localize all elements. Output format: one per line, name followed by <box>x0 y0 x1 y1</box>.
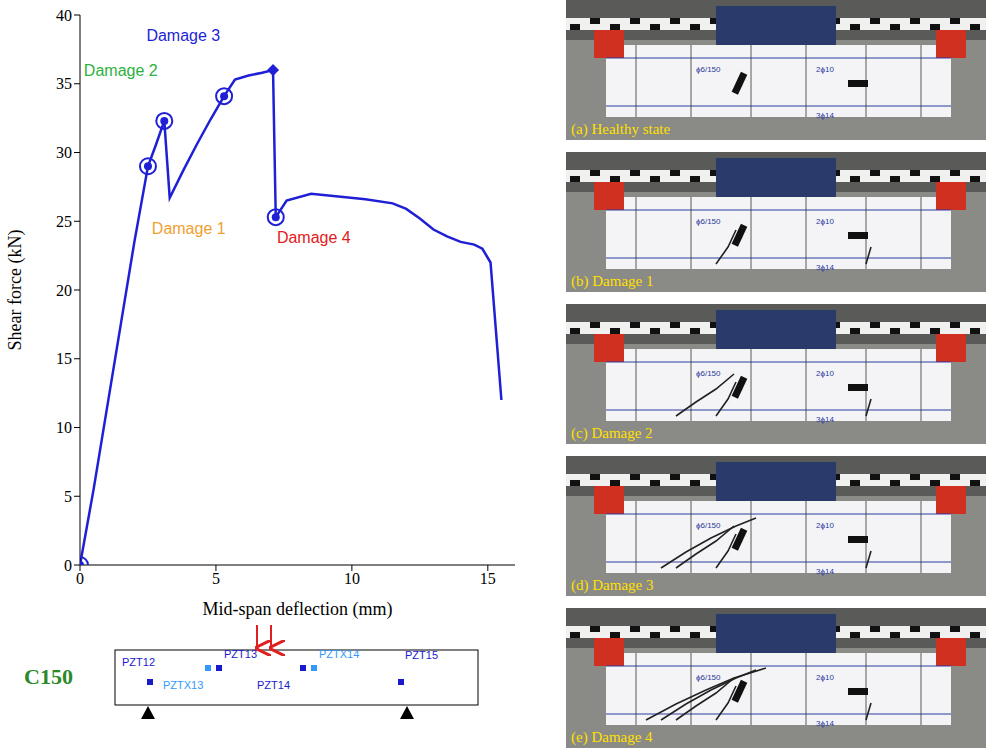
svg-text:5: 5 <box>212 570 220 587</box>
svg-text:0: 0 <box>76 570 84 587</box>
svg-text:PZT13: PZT13 <box>224 648 257 660</box>
svg-text:Damage 1: Damage 1 <box>152 220 226 237</box>
svg-text:ϕ6/150: ϕ6/150 <box>696 369 721 378</box>
svg-text:2ϕ10: 2ϕ10 <box>816 65 834 74</box>
svg-text:PZTX13: PZTX13 <box>163 679 203 691</box>
svg-text:Mid-span deflection (mm): Mid-span deflection (mm) <box>203 599 393 620</box>
svg-text:15: 15 <box>480 570 496 587</box>
svg-text:3ϕ14: 3ϕ14 <box>816 415 834 424</box>
svg-text:3ϕ14: 3ϕ14 <box>816 263 834 272</box>
svg-text:2ϕ10: 2ϕ10 <box>816 369 834 378</box>
svg-text:Damage 4: Damage 4 <box>277 229 351 246</box>
svg-text:2ϕ10: 2ϕ10 <box>816 521 834 530</box>
svg-text:40: 40 <box>56 7 72 24</box>
svg-text:35: 35 <box>56 75 72 92</box>
svg-text:20: 20 <box>56 282 72 299</box>
svg-text:PZT14: PZT14 <box>257 679 290 691</box>
svg-text:10: 10 <box>344 570 360 587</box>
svg-text:(a) Healthy state: (a) Healthy state <box>571 121 670 138</box>
svg-text:30: 30 <box>56 144 72 161</box>
svg-text:3ϕ14: 3ϕ14 <box>816 111 834 120</box>
svg-text:ϕ6/150: ϕ6/150 <box>696 217 721 226</box>
svg-text:ϕ6/150: ϕ6/150 <box>696 65 721 74</box>
svg-text:PZT12: PZT12 <box>122 656 155 668</box>
svg-text:C150: C150 <box>24 664 73 689</box>
svg-text:PZTX14: PZTX14 <box>319 648 359 660</box>
svg-text:(d) Damage 3: (d) Damage 3 <box>571 577 653 594</box>
svg-text:3ϕ14: 3ϕ14 <box>816 567 834 576</box>
svg-text:25: 25 <box>56 213 72 230</box>
svg-text:(c) Damage 2: (c) Damage 2 <box>571 425 653 442</box>
svg-text:0: 0 <box>64 557 72 574</box>
svg-text:Damage 3: Damage 3 <box>146 27 220 44</box>
svg-text:15: 15 <box>56 350 72 367</box>
svg-text:ϕ6/150: ϕ6/150 <box>696 673 721 682</box>
svg-text:10: 10 <box>56 419 72 436</box>
svg-text:3ϕ14: 3ϕ14 <box>816 719 834 728</box>
svg-text:2ϕ10: 2ϕ10 <box>816 217 834 226</box>
svg-text:PZT15: PZT15 <box>405 649 438 661</box>
svg-text:Damage 2: Damage 2 <box>84 62 158 79</box>
svg-text:Shear force (kN): Shear force (kN) <box>5 230 26 351</box>
svg-text:(e) Damage 4: (e) Damage 4 <box>571 729 653 746</box>
svg-text:(b) Damage 1: (b) Damage 1 <box>571 273 653 290</box>
svg-text:ϕ6/150: ϕ6/150 <box>696 521 721 530</box>
svg-text:2ϕ10: 2ϕ10 <box>816 673 834 682</box>
svg-text:5: 5 <box>64 488 72 505</box>
